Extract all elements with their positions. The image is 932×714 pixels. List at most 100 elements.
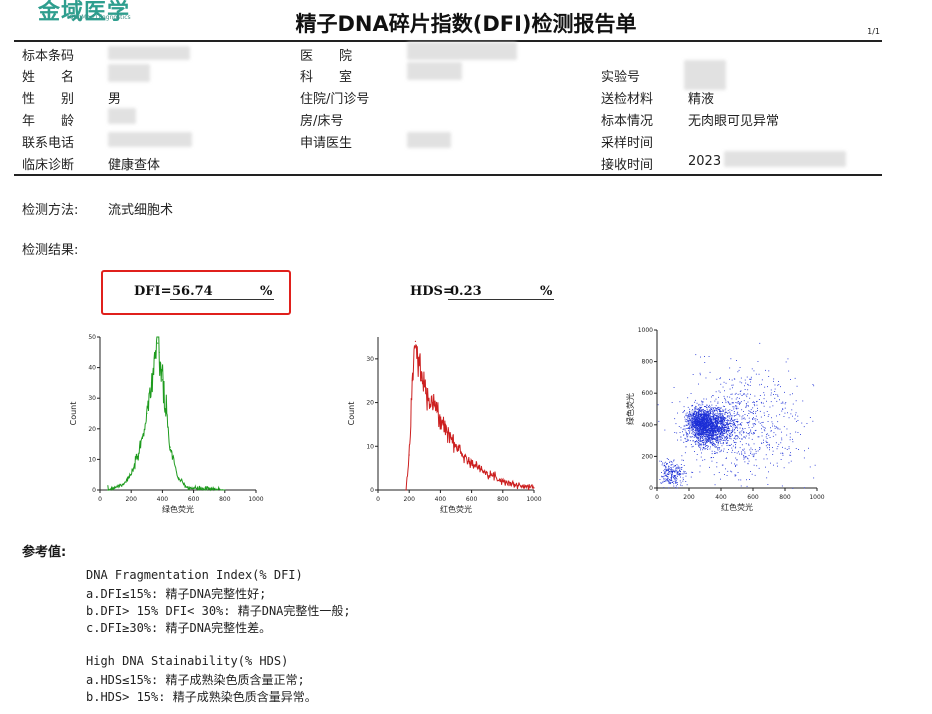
scatter-point xyxy=(697,443,699,445)
scatter-point xyxy=(795,414,796,416)
scatter-point xyxy=(706,414,708,416)
scatter-point xyxy=(726,424,728,425)
scatter-point xyxy=(669,469,671,470)
scatter-point xyxy=(726,423,728,425)
scatter-point xyxy=(737,371,739,373)
scatter-point xyxy=(715,427,717,429)
scatter-point xyxy=(704,413,705,415)
scatter-point xyxy=(701,400,702,402)
y-tick-label: 200 xyxy=(642,453,654,460)
scatter-point xyxy=(752,413,754,414)
scatter-point xyxy=(705,448,707,449)
scatter-point xyxy=(737,393,739,395)
scatter-point xyxy=(694,408,696,410)
scatter-point xyxy=(804,487,805,489)
scatter-point xyxy=(693,409,695,411)
scatter-point xyxy=(705,415,707,417)
scatter-point xyxy=(673,460,675,462)
scatter-point xyxy=(763,458,765,460)
scatter-point xyxy=(698,436,700,438)
scatter-point xyxy=(743,411,744,412)
scatter-point xyxy=(659,479,661,480)
scatter-point xyxy=(658,420,660,422)
scatter-point xyxy=(702,416,704,418)
scatter-point xyxy=(698,413,699,415)
scatter-point xyxy=(708,415,709,417)
scatter-point xyxy=(709,412,711,414)
scatter-point xyxy=(686,412,688,414)
scatter-point xyxy=(699,444,700,446)
scatter-point xyxy=(743,437,745,438)
scatter-point xyxy=(704,417,706,419)
scatter-point xyxy=(722,424,724,426)
scatter-point xyxy=(781,437,783,439)
scatter-point xyxy=(710,412,711,414)
reference-dfi-a: a.DFI≤15%: 精子DNA完整性好; xyxy=(86,587,267,601)
scatter-point xyxy=(706,440,707,442)
scatter-point xyxy=(686,433,688,435)
scatter-point xyxy=(710,427,711,429)
scatter-point xyxy=(773,378,775,380)
scatter-point xyxy=(717,425,718,426)
y-tick-label: 600 xyxy=(642,390,654,397)
scatter-point xyxy=(701,420,703,422)
scatter-point xyxy=(695,410,696,412)
scatter-point xyxy=(710,430,712,432)
scatter-point xyxy=(710,420,712,422)
scatter-point xyxy=(715,436,717,438)
scatter-point xyxy=(751,412,753,414)
scatter-point xyxy=(764,430,766,432)
scatter-point xyxy=(744,385,745,387)
scatter-point xyxy=(748,410,750,412)
scatter-point xyxy=(766,441,767,443)
info-rule xyxy=(14,174,882,176)
scatter-point xyxy=(694,418,696,420)
scatter-point xyxy=(712,411,713,413)
scatter-point xyxy=(744,452,746,454)
scatter-point xyxy=(703,425,705,426)
scatter-point xyxy=(751,438,753,440)
scatter-point xyxy=(692,417,694,419)
scatter-point xyxy=(713,434,715,436)
scatter-point xyxy=(701,440,703,441)
scatter-point xyxy=(691,424,693,425)
scatter-point xyxy=(728,445,730,446)
scatter-point xyxy=(675,470,677,472)
scatter-point xyxy=(725,458,727,459)
scatter-point xyxy=(734,435,736,437)
scatter-point xyxy=(707,421,709,423)
scatter-point xyxy=(717,442,719,444)
scatter-point xyxy=(724,413,726,415)
scatter-point xyxy=(708,412,710,414)
scatter-point xyxy=(676,464,678,466)
scatter-point xyxy=(664,472,666,474)
scatter-point xyxy=(703,421,704,423)
scatter-point xyxy=(713,428,715,429)
scatter-point xyxy=(733,440,734,442)
scatter-point xyxy=(714,407,716,409)
scatter-point xyxy=(721,439,722,441)
scatter-point xyxy=(687,397,689,399)
scatter-point xyxy=(696,440,698,442)
x-tick-label: 600 xyxy=(747,494,759,501)
scatter-point xyxy=(680,436,682,438)
scatter-point xyxy=(693,418,695,420)
scatter-point xyxy=(717,418,719,420)
scatter-point xyxy=(720,421,722,423)
scatter-point xyxy=(741,444,743,446)
scatter-point xyxy=(750,430,752,432)
scatter-point xyxy=(694,421,696,423)
scatter-point xyxy=(778,443,780,445)
scatter-point xyxy=(761,435,763,437)
doctor-redacted xyxy=(407,132,451,148)
scatter-point xyxy=(720,407,721,409)
scatter-point xyxy=(703,419,705,421)
scatter-point xyxy=(698,438,700,440)
scatter-point xyxy=(687,440,689,442)
scatter-point xyxy=(763,412,765,414)
scatter-point xyxy=(677,472,679,474)
scatter-point xyxy=(719,436,721,438)
scatter-point xyxy=(719,433,721,435)
scatter-point xyxy=(734,475,736,477)
scatter-point xyxy=(717,419,719,420)
